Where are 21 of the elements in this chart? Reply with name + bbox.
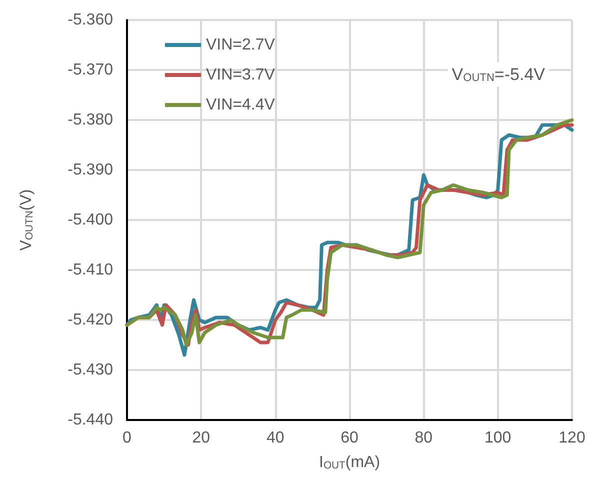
x-tick-label: 100 <box>484 430 512 446</box>
y-tick-label: -5.430 <box>68 362 114 378</box>
y-tick-label: -5.400 <box>68 212 114 228</box>
x-tick-label: 40 <box>266 430 284 446</box>
x-tick-label: 120 <box>558 430 586 446</box>
y-tick-label: -5.410 <box>68 262 114 278</box>
legend-label: VIN=4.4V <box>206 96 276 114</box>
legend-label: VIN=3.7V <box>206 66 276 84</box>
y-tick-label: -5.440 <box>68 412 114 428</box>
x-tick-label: 80 <box>414 430 433 446</box>
y-tick-label: -5.360 <box>68 12 114 28</box>
y-axis-title: VOUTN(V) <box>18 189 36 251</box>
annotation: VOUTN=-5.4V <box>452 64 546 84</box>
x-tick-label: 0 <box>122 430 132 446</box>
y-tick-label: -5.420 <box>68 312 114 328</box>
legend-label: VIN=2.7V <box>206 36 276 54</box>
y-tick-label: -5.380 <box>68 112 114 128</box>
x-tick-label: 60 <box>340 430 358 446</box>
y-tick-label: -5.370 <box>68 62 114 78</box>
y-tick-label: -5.390 <box>68 162 114 178</box>
x-tick-label: 20 <box>192 430 210 446</box>
